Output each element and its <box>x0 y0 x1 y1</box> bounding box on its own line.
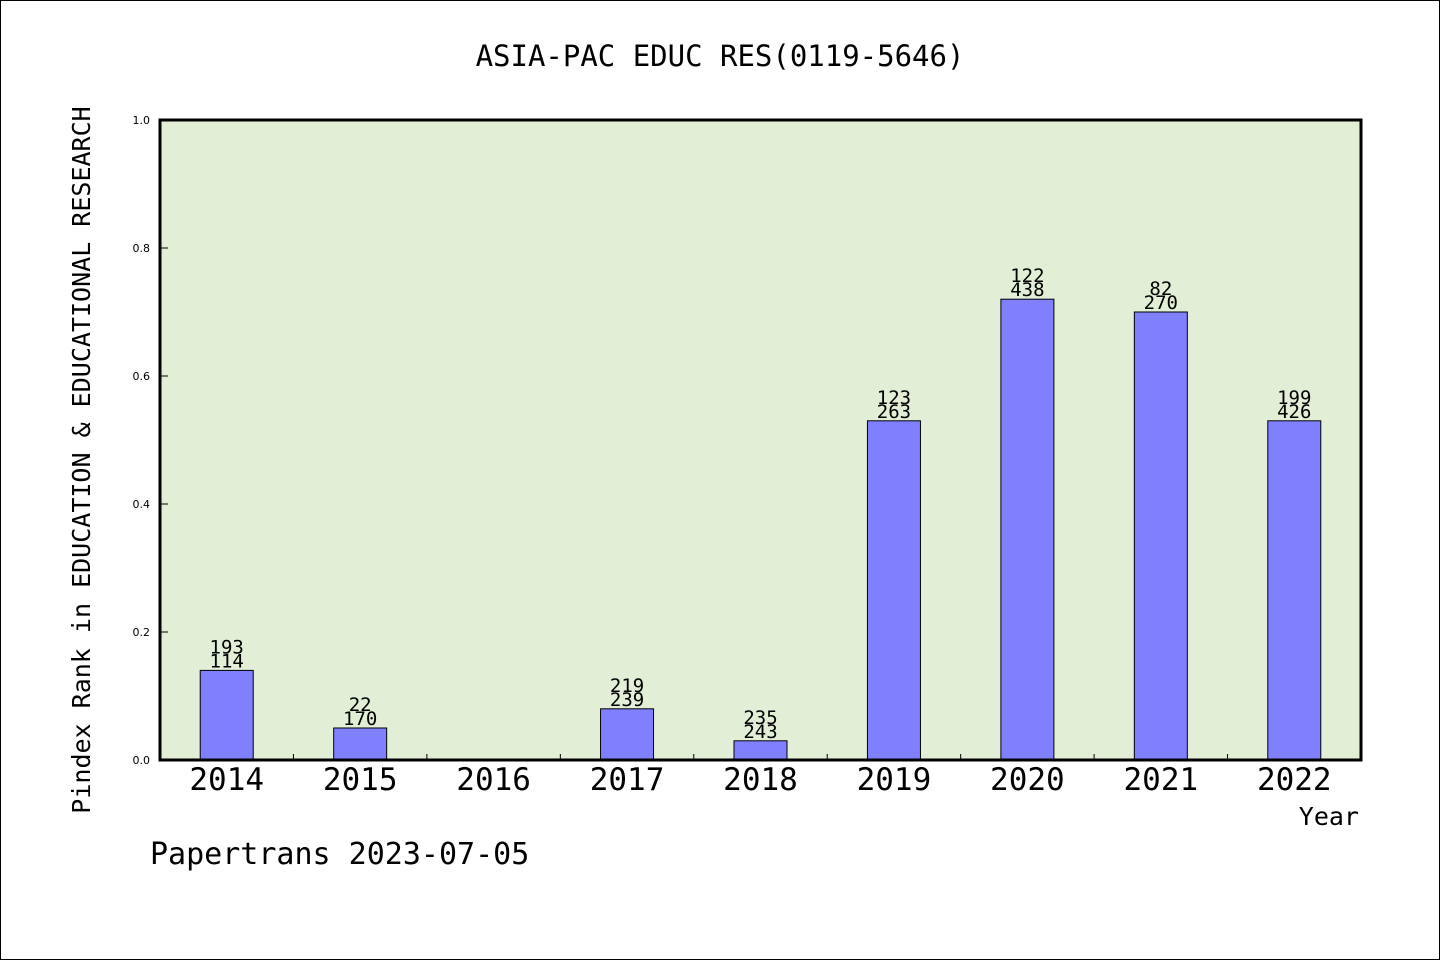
y-tick-label: 0.8 <box>133 242 151 255</box>
bar-label-bottom: 239 <box>610 689 644 711</box>
bar-label-bottom: 426 <box>1277 401 1311 423</box>
bar <box>733 740 788 761</box>
bars-group <box>199 298 1322 761</box>
bar-label-bottom: 170 <box>343 708 377 730</box>
bar-label-top: 193 <box>210 636 244 658</box>
bar <box>199 669 254 761</box>
y-tick-label: 0.2 <box>133 626 151 639</box>
bar-label-top: 22 <box>349 694 372 716</box>
bar-label-top: 235 <box>743 707 777 729</box>
y-ticks-group: 0.0 0.2 0.4 0.6 0.8 1.0 <box>133 114 168 767</box>
y-tick-label: 0.0 <box>133 754 151 767</box>
bar-label-top: 199 <box>1277 387 1311 409</box>
x-tick-label: 2022 <box>1257 762 1332 798</box>
bar-label-bottom: 243 <box>743 721 777 743</box>
bar-label-bottom: 270 <box>1144 292 1178 314</box>
bar <box>1000 298 1055 761</box>
plot-border <box>158 118 1363 762</box>
bar-label-bottom: 263 <box>877 401 911 423</box>
bar-label-bottom: 114 <box>210 650 244 672</box>
bar <box>866 420 921 761</box>
y-axis-label: Pindex Rank in EDUCATION & EDUCATIONAL R… <box>67 106 96 813</box>
y-tick-label: 1.0 <box>133 114 151 127</box>
bar <box>1133 311 1188 761</box>
x-tick-label: 2015 <box>323 762 398 798</box>
credit-text: Papertrans 2023-07-05 <box>150 837 529 872</box>
bar-label-top: 82 <box>1149 278 1172 300</box>
x-tick-label: 2021 <box>1124 762 1199 798</box>
x-tick-label: 2014 <box>189 762 264 798</box>
x-tick-label: 2019 <box>857 762 932 798</box>
bar-label-top: 122 <box>1010 265 1044 287</box>
x-tick-label: 2020 <box>990 762 1065 798</box>
x-tick-label: 2017 <box>590 762 665 798</box>
bar <box>1267 420 1322 761</box>
x-tick-label: 2018 <box>723 762 798 798</box>
chart-title: ASIA-PAC EDUC RES(0119-5646) <box>476 39 965 73</box>
bar-label-bottom: 438 <box>1010 279 1044 301</box>
bar <box>333 727 388 761</box>
y-tick-label: 0.6 <box>133 370 151 383</box>
bar-label-top: 219 <box>610 675 644 697</box>
y-tick-label: 0.4 <box>133 498 151 511</box>
x-axis-label: Year <box>1299 802 1359 831</box>
x-ticks-group: 2014 2015 2016 2017 2018 2019 2020 2021 2022 <box>189 754 1332 798</box>
bar <box>600 708 655 761</box>
bar-label-top: 123 <box>877 387 911 409</box>
x-tick-label: 2016 <box>456 762 531 798</box>
